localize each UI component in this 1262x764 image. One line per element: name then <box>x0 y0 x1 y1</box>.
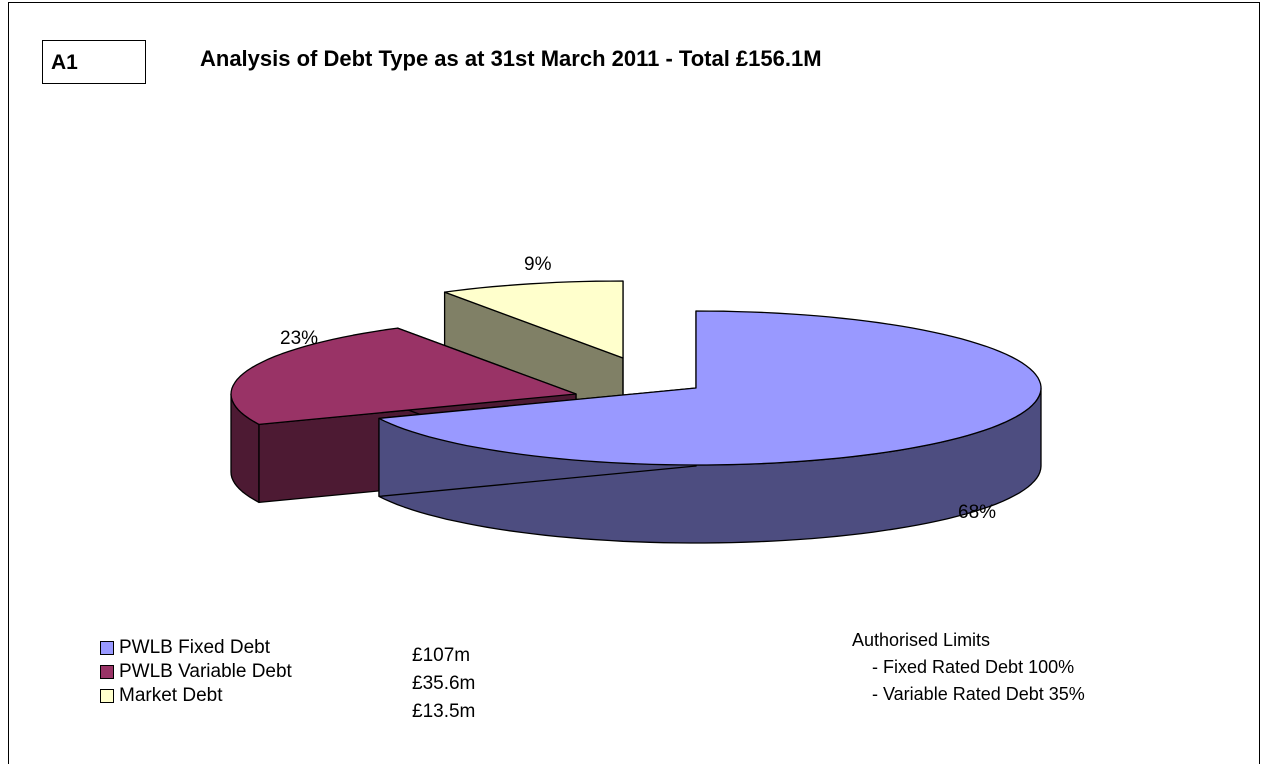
slice-top-pwlb-fixed <box>378 310 1042 466</box>
limit-fixed: - Fixed Rated Debt 100% <box>872 657 1075 677</box>
amount-market: £13.5m <box>412 701 476 722</box>
chart-tag: A1 <box>51 51 78 74</box>
legend: PWLB Fixed Debt PWLB Variable Debt Marke… <box>100 636 292 708</box>
legend-item-pwlb-variable: PWLB Variable Debt <box>100 660 292 684</box>
slice-top-market <box>443 280 624 359</box>
amounts: £107m £35.6m £13.5m <box>412 645 475 729</box>
slice-top-pwlb-variable <box>230 327 577 426</box>
authorised-limits: Authorised Limits - Fixed Rated Debt 100… <box>852 630 1085 711</box>
chart-tag-box: A1 <box>42 40 146 84</box>
legend-label-market: Market Debt <box>119 685 223 706</box>
limit-variable: - Variable Rated Debt 35% <box>872 684 1085 704</box>
pie-slice-pwlb-fixed <box>378 310 1042 544</box>
legend-swatch-market <box>100 689 114 703</box>
amount-pwlb-fixed: £107m <box>412 645 471 666</box>
legend-swatch-pwlb-variable <box>100 665 114 679</box>
legend-label-pwlb-variable: PWLB Variable Debt <box>119 661 292 682</box>
amount-pwlb-variable: £35.6m <box>412 673 476 694</box>
data-label-pwlb-fixed: 68% <box>958 502 996 523</box>
chart-title: Analysis of Debt Type as at 31st March 2… <box>200 46 822 71</box>
chart-frame <box>8 2 1260 764</box>
legend-item-pwlb-fixed: PWLB Fixed Debt <box>100 636 292 660</box>
legend-label-pwlb-fixed: PWLB Fixed Debt <box>119 637 270 658</box>
legend-swatch-pwlb-fixed <box>100 641 114 655</box>
data-label-pwlb-variable: 23% <box>280 328 318 349</box>
limits-title: Authorised Limits <box>852 630 991 650</box>
data-label-market: 9% <box>524 254 552 275</box>
legend-item-market: Market Debt <box>100 684 292 708</box>
